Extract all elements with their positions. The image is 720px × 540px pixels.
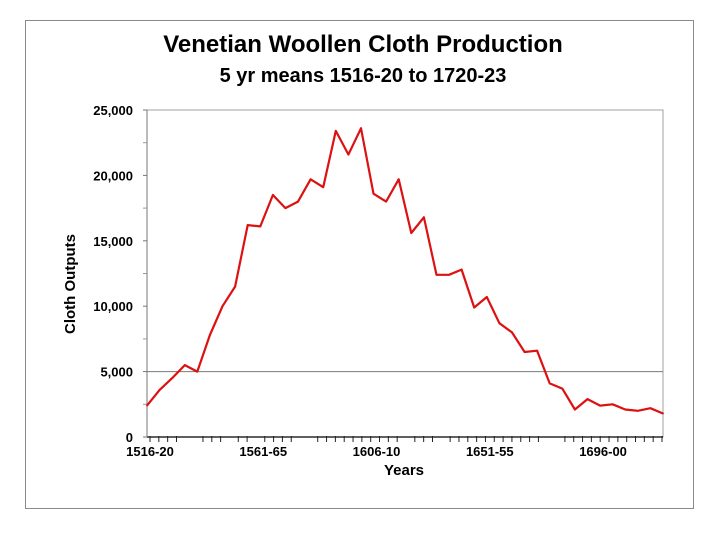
x-tick-label: 1696-00	[579, 444, 627, 459]
data-point	[334, 130, 337, 132]
series-line	[146, 127, 664, 415]
chart-frame: Venetian Woollen Cloth Production 5 yr m…	[25, 20, 694, 509]
data-point	[297, 200, 299, 203]
chart-title: Venetian Woollen Cloth Production	[163, 31, 563, 58]
data-point	[422, 216, 425, 219]
data-point	[221, 305, 224, 308]
x-tick-label: 1516-20	[126, 444, 174, 459]
data-point	[548, 382, 551, 385]
data-point	[611, 403, 614, 406]
data-point	[171, 377, 174, 380]
data-point	[561, 387, 564, 390]
data-point	[271, 194, 274, 196]
data-point	[460, 268, 463, 271]
y-tick-label: 20,000	[93, 168, 133, 183]
data-point	[536, 349, 539, 352]
data-point	[259, 225, 262, 228]
y-tick-labels: 0 5,000 10,000 15,000 20,000 25,000	[93, 103, 147, 445]
data-point	[473, 306, 476, 309]
series-layer	[146, 127, 664, 415]
data-point	[246, 224, 249, 227]
data-point	[347, 153, 350, 156]
data-point	[586, 398, 589, 400]
y-tick-label: 15,000	[93, 234, 133, 249]
data-point	[158, 389, 161, 391]
data-point	[372, 192, 375, 195]
x-tick-label: 1651-55	[466, 444, 514, 459]
y-tick-label: 0	[126, 430, 133, 445]
x-tick-label: 1606-10	[353, 444, 401, 459]
x-tick-label: 1561-65	[239, 444, 287, 459]
data-point	[624, 408, 627, 411]
data-point	[435, 273, 438, 276]
data-point	[284, 207, 287, 210]
x-minor-ticks	[149, 436, 663, 442]
x-tick-labels: 1516-20 1561-65 1606-10 1651-55 1696-00	[126, 444, 627, 459]
data-point	[485, 296, 488, 298]
data-point	[410, 232, 413, 234]
data-point	[649, 407, 652, 410]
y-tick-label: 10,000	[93, 299, 133, 314]
data-point	[511, 331, 513, 334]
data-point	[574, 408, 576, 411]
data-point	[636, 409, 639, 412]
data-point	[360, 127, 362, 130]
data-point	[322, 186, 325, 189]
data-point	[309, 178, 312, 181]
data-point	[183, 364, 186, 366]
y-axis-label: Cloth Outputs	[62, 234, 79, 334]
data-point	[498, 322, 501, 325]
data-point	[146, 404, 148, 407]
plot-area	[146, 109, 664, 438]
y-tick-label: 25,000	[93, 103, 133, 118]
x-axis-label: Years	[384, 462, 424, 479]
data-point	[397, 178, 400, 181]
data-point	[523, 351, 526, 353]
chart-svg: Venetian Woollen Cloth Production 5 yr m…	[62, 31, 664, 479]
data-point	[234, 285, 236, 288]
plot-border	[146, 109, 664, 438]
chart-subtitle: 5 yr means 1516-20 to 1720-23	[220, 65, 507, 87]
data-point	[662, 412, 664, 415]
data-point	[448, 273, 450, 276]
data-point	[209, 334, 211, 336]
data-point	[599, 404, 601, 407]
y-tick-label: 5,000	[100, 365, 133, 380]
data-point	[196, 370, 199, 373]
data-point	[385, 200, 388, 203]
